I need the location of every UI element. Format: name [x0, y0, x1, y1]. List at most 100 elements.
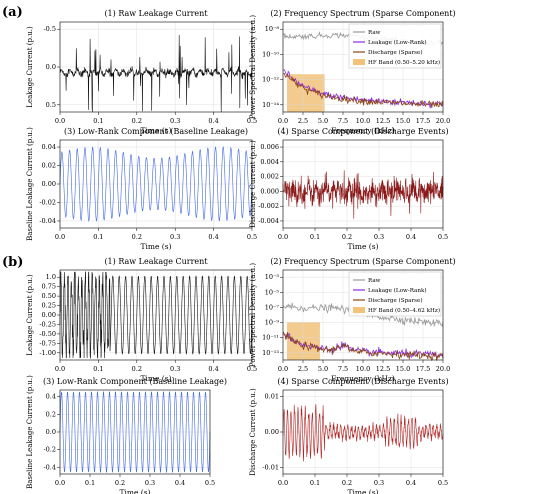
x-tick-label: 0.5 — [205, 479, 215, 487]
plot-frame — [59, 269, 253, 361]
chart-title: (4) Sparse Component (Discharge Events) — [277, 377, 448, 386]
y-axis-label: Power Spectral Density (a.u.) — [249, 15, 257, 119]
x-tick-label: 5.0 — [318, 365, 328, 373]
y-tick-label: 0.00 — [42, 311, 56, 319]
x-tick-label: 0.5 — [438, 233, 448, 241]
chart-title: (2) Frequency Spectrum (Sparse Component… — [270, 9, 455, 18]
chart-title: (1) Raw Leakage Current — [104, 257, 208, 266]
x-tick-label: 15.0 — [396, 117, 410, 125]
y-tick-label: 0.0 — [46, 63, 56, 71]
x-tick-label: 0.1 — [93, 365, 103, 373]
y-tick-label: 10⁻¹² — [262, 76, 279, 84]
y-tick-label: 10⁻¹¹ — [262, 334, 279, 342]
panel-label-a: (a) — [2, 5, 23, 20]
y-tick-label: 10⁻³ — [265, 273, 280, 281]
y-tick-label: -0.01 — [262, 463, 279, 471]
x-tick-label: 0.1 — [310, 233, 320, 241]
x-tick-label: 0.0 — [278, 117, 288, 125]
x-tick-label: 0.4 — [175, 479, 185, 487]
x-tick-label: 0.2 — [132, 365, 142, 373]
x-tick-label: 0.0 — [55, 479, 65, 487]
y-tick-label: 0.004 — [260, 158, 279, 166]
plot-frame — [59, 21, 253, 113]
chart-title: (3) Low-Rank Component (Baseline Leakage… — [64, 127, 248, 136]
x-tick-label: 0.0 — [278, 479, 288, 487]
plot-frame — [282, 21, 444, 113]
legend-label: Leakage (Low-Rank) — [368, 39, 427, 46]
plot-frame — [282, 269, 444, 361]
y-axis-label: Power Spectral Density (a.u.) — [249, 263, 257, 367]
x-tick-label: 0.4 — [208, 233, 218, 241]
x-tick-label: 0.3 — [170, 233, 180, 241]
x-tick-label: 0.0 — [55, 117, 65, 125]
x-tick-label: 12.5 — [376, 365, 390, 373]
series-line-1 — [59, 146, 253, 222]
chart-title: (1) Raw Leakage Current — [104, 9, 208, 18]
chart-4: (4) Sparse Component (Discharge Events) 0… — [249, 127, 449, 251]
x-tick-label: 0.2 — [342, 233, 352, 241]
legend-label: Leakage (Low-Rank) — [368, 287, 427, 294]
y-tick-label: -0.002 — [258, 202, 279, 210]
series-line-3 — [283, 331, 444, 362]
legend-label: Discharge (Sparse) — [368, 297, 423, 304]
y-axis-label: Leakage Current (p.u.) — [26, 26, 34, 108]
x-tick-label: 0.5 — [247, 117, 257, 125]
y-axis-label: Baseline Leakage Current (p.u.) — [26, 375, 34, 489]
x-tick-label: 0.4 — [208, 117, 218, 125]
y-tick-label: -1.00 — [39, 349, 56, 357]
x-tick-label: 0.3 — [374, 479, 384, 487]
x-axis-label: Time (s) — [140, 126, 171, 135]
y-axis-label: Discharge Current (p.u.) — [249, 388, 257, 476]
x-axis-label: Time (s) — [140, 242, 171, 251]
panel-label-b: (b) — [2, 255, 23, 270]
x-tick-label: 2.5 — [298, 117, 308, 125]
x-tick-label: 0.2 — [132, 233, 142, 241]
legend-swatch — [353, 307, 365, 313]
x-tick-label: 17.5 — [416, 117, 430, 125]
x-axis-label: Frequency (kHz) — [331, 126, 395, 135]
series-line-1 — [59, 390, 211, 474]
y-tick-label: -0.004 — [258, 217, 279, 225]
x-tick-label: 0.1 — [93, 117, 103, 125]
y-tick-label: 10⁻⁵ — [265, 288, 280, 296]
y-tick-label: -0.04 — [39, 217, 56, 225]
y-tick-label: -0.5 — [43, 25, 56, 33]
x-tick-label: 0.1 — [85, 479, 95, 487]
chart-title: (3) Low-Rank Component (Baseline Leakage… — [43, 377, 227, 386]
chart-7: (3) Low-Rank Component (Baseline Leakage… — [26, 375, 227, 494]
x-tick-label: 10.0 — [356, 117, 370, 125]
y-tick-label: 0.002 — [260, 173, 279, 181]
x-tick-label: 0.2 — [115, 479, 125, 487]
plot-frame — [59, 139, 253, 229]
x-tick-label: 0.5 — [247, 365, 257, 373]
x-tick-label: 17.5 — [416, 365, 430, 373]
y-tick-label: 0.00 — [265, 428, 279, 436]
x-tick-label: 0.3 — [170, 365, 180, 373]
y-tick-label: 0.00 — [42, 180, 56, 188]
series-line-1 — [282, 404, 444, 462]
x-tick-label: 2.5 — [298, 365, 308, 373]
chart-title: (4) Sparse Component (Discharge Events) — [277, 127, 448, 136]
chart-2: (2) Frequency Spectrum (Sparse Component… — [249, 9, 456, 135]
y-axis-label: Discharge Current (p.u.) — [249, 140, 257, 228]
y-tick-label: 10⁻¹⁰ — [262, 50, 279, 58]
x-tick-label: 0.0 — [278, 365, 288, 373]
y-tick-label: 10⁻¹³ — [262, 349, 279, 357]
x-tick-label: 0.1 — [93, 233, 103, 241]
y-tick-label: 0.02 — [42, 162, 56, 170]
x-tick-label: 0.2 — [342, 479, 352, 487]
y-tick-label: -0.75 — [39, 339, 56, 347]
y-tick-label: 0.4 — [46, 393, 56, 401]
x-axis-label: Frequency (kHz) — [331, 374, 395, 383]
legend-swatch — [353, 59, 365, 65]
chart-title: (2) Frequency Spectrum (Sparse Component… — [270, 257, 455, 266]
legend-label: HF Band (0.50–5.20 kHz) — [368, 59, 440, 66]
y-tick-label: 0.006 — [260, 143, 279, 151]
x-tick-label: 0.4 — [406, 233, 416, 241]
x-axis-label: Time (s) — [347, 488, 378, 494]
x-tick-label: 0.0 — [55, 365, 65, 373]
x-tick-label: 15.0 — [396, 365, 410, 373]
y-tick-label: 0.75 — [42, 283, 56, 291]
x-tick-label: 0.5 — [438, 479, 448, 487]
y-tick-label: -0.4 — [43, 463, 56, 471]
